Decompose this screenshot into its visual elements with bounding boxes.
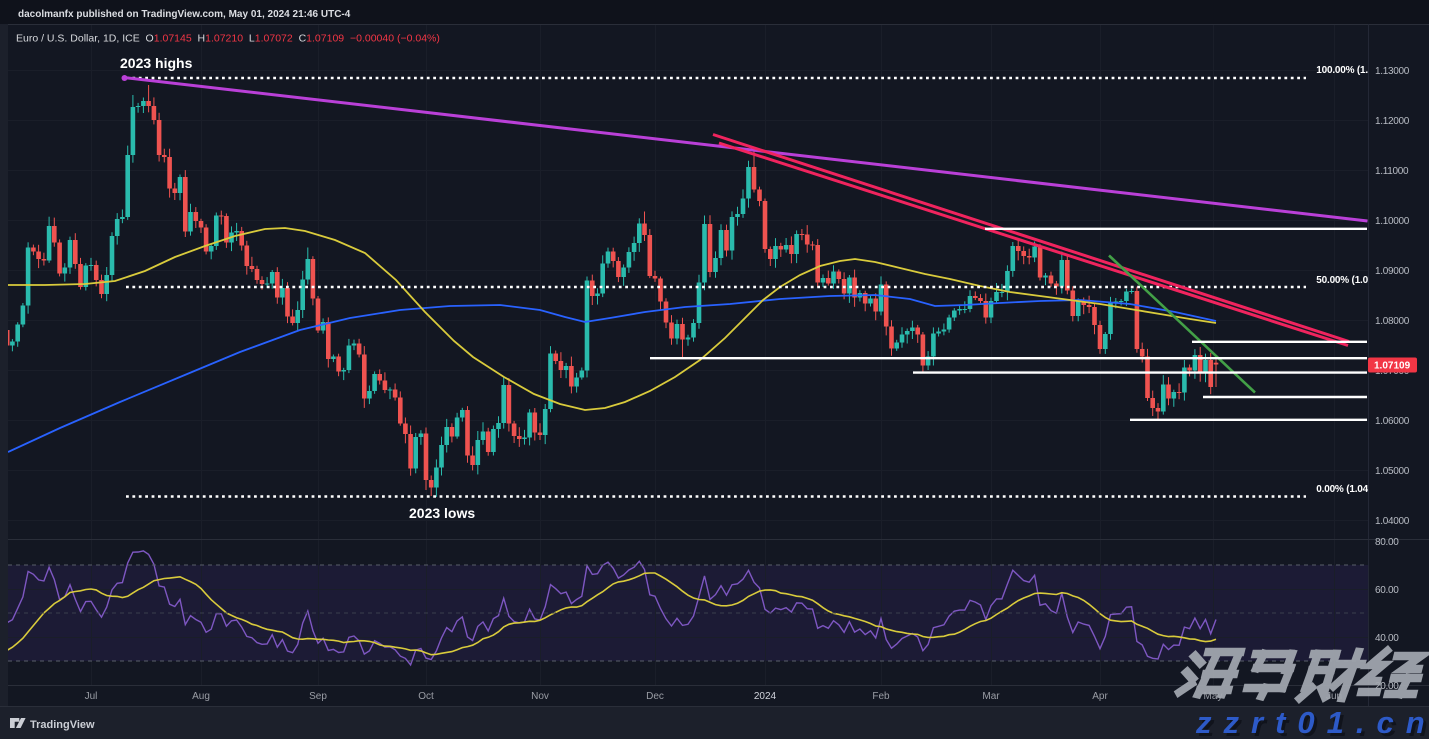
- svg-text:50.00% (1.0: 50.00% (1.0: [1316, 275, 1368, 286]
- svg-text:2023 highs: 2023 highs: [120, 55, 193, 71]
- svg-text:dacolmanfx published on Tradin: dacolmanfx published on TradingView.com,…: [18, 9, 351, 20]
- svg-text:1.08000: 1.08000: [1375, 316, 1410, 327]
- svg-text:Dec: Dec: [646, 691, 664, 702]
- svg-text:0.00% (1.04: 0.00% (1.04: [1316, 484, 1368, 495]
- svg-text:Euro / U.S. Dollar, 1D, ICE O: Euro / U.S. Dollar, 1D, ICE O1.07145 H1.…: [16, 33, 440, 45]
- svg-text:Jun: Jun: [1326, 691, 1342, 702]
- svg-text:Apr: Apr: [1092, 691, 1108, 702]
- svg-text:1.13000: 1.13000: [1375, 66, 1410, 77]
- svg-text:2024: 2024: [754, 691, 777, 702]
- svg-text:1.05000: 1.05000: [1375, 466, 1410, 477]
- svg-text:60.00: 60.00: [1375, 585, 1399, 596]
- svg-text:20.00: 20.00: [1375, 681, 1399, 692]
- svg-text:1.04000: 1.04000: [1375, 516, 1410, 527]
- svg-text:TradingView: TradingView: [30, 719, 95, 731]
- svg-text:1.06000: 1.06000: [1375, 416, 1410, 427]
- svg-text:2023 lows: 2023 lows: [409, 505, 475, 521]
- svg-text:zzrt01.cn: zzrt01.cn: [1198, 708, 1429, 739]
- svg-text:1.12000: 1.12000: [1375, 116, 1410, 127]
- svg-text:zzrt01.cn: zzrt01.cn: [1195, 705, 1429, 739]
- svg-text:1.09000: 1.09000: [1375, 266, 1410, 277]
- svg-text:Mar: Mar: [982, 691, 1000, 702]
- svg-text:Jul: Jul: [85, 691, 98, 702]
- svg-text:40.00: 40.00: [1375, 633, 1399, 644]
- svg-text:May: May: [1204, 691, 1223, 702]
- svg-text:1.11000: 1.11000: [1375, 166, 1409, 177]
- svg-text:Nov: Nov: [531, 691, 549, 702]
- svg-text:Feb: Feb: [872, 691, 890, 702]
- svg-text:Oct: Oct: [418, 691, 434, 702]
- svg-text:Sep: Sep: [309, 691, 327, 702]
- svg-text:1.07109: 1.07109: [1374, 361, 1411, 372]
- svg-text:80.00: 80.00: [1375, 537, 1399, 548]
- svg-text:100.00% (1.: 100.00% (1.: [1316, 65, 1368, 76]
- svg-text:Aug: Aug: [192, 691, 210, 702]
- svg-text:1.10000: 1.10000: [1375, 216, 1410, 227]
